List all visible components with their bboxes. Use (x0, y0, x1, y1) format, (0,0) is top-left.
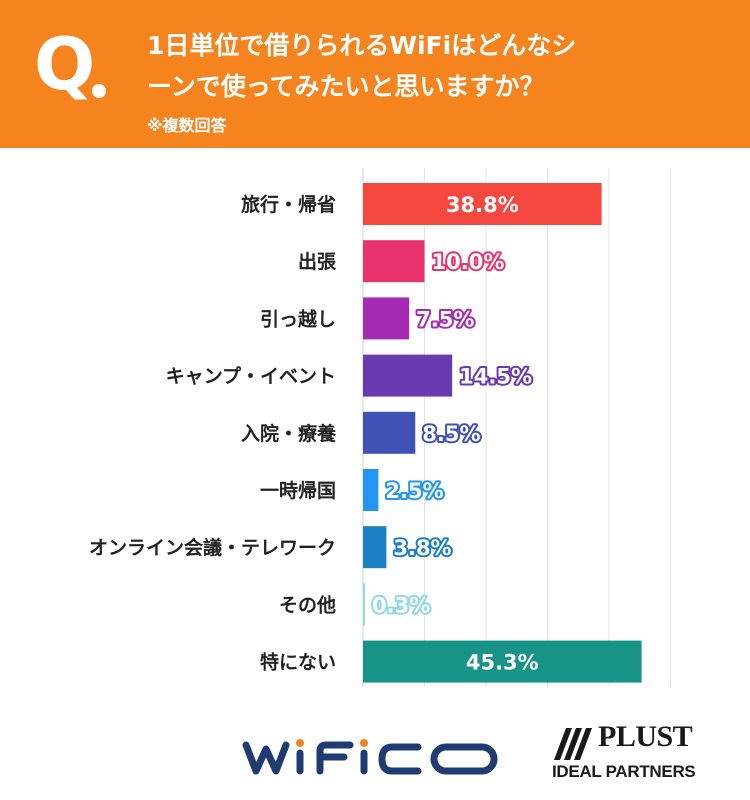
question-header: Q 1日単位で借りられるWiFiはどんなシ ーンで使ってみたいと思いますか？ ※… (0, 0, 750, 148)
category-label: キャンプ・イベント (166, 365, 336, 388)
category-label: 入院・療養 (241, 422, 337, 445)
q-dot (92, 84, 106, 98)
plust-tagline: IDEAL PARTNERS (552, 762, 696, 781)
bar (363, 354, 453, 397)
category-label: 一時帰国 (260, 480, 336, 502)
data-label: 2.5% (385, 479, 443, 503)
question-line-1: 1日単位で借りられるWiFiはどんなシ (147, 31, 577, 60)
wifico-logo: wifico (240, 735, 498, 775)
category-label: 引っ越し (260, 307, 336, 330)
bar (363, 297, 410, 340)
data-label: 7.5% (416, 307, 474, 331)
bar (363, 240, 425, 283)
category-label: 特にない (260, 652, 336, 674)
q-mark: Q (34, 22, 96, 106)
bar (363, 526, 387, 569)
multiple-answer-note: ※複数回答 (147, 116, 227, 135)
plust-logo: PLUST IDEAL PARTNERS (550, 720, 730, 788)
category-label: 旅行・帰省 (241, 193, 336, 216)
data-label: 8.5% (422, 422, 480, 446)
bar (363, 640, 642, 683)
plust-logo-text: PLUST (598, 720, 693, 753)
bar-chart: 旅行・帰省 38.8% 出張 10.0% 引っ越し 7.5% キャンプ・イベント 14.5% 入… (89, 168, 671, 687)
data-label: 10.0% (432, 250, 505, 274)
data-label: 0.3% (372, 593, 430, 617)
bar (363, 411, 416, 454)
bar (363, 469, 379, 511)
bar (363, 583, 365, 626)
category-label: その他 (279, 593, 336, 616)
data-label: 45.3% (466, 651, 539, 675)
wifico-logo-text: wifico (240, 735, 243, 736)
data-label: 38.8% (446, 193, 519, 217)
bar (363, 183, 602, 225)
data-label: 3.8% (393, 536, 451, 560)
category-label: 出張 (298, 250, 337, 273)
category-label: オンライン会議・テレワーク (89, 536, 336, 559)
data-label: 14.5% (459, 365, 532, 389)
plust-mark-icon (554, 728, 592, 760)
question-line-2: ーンで使ってみたいと思いますか？ (147, 72, 545, 101)
